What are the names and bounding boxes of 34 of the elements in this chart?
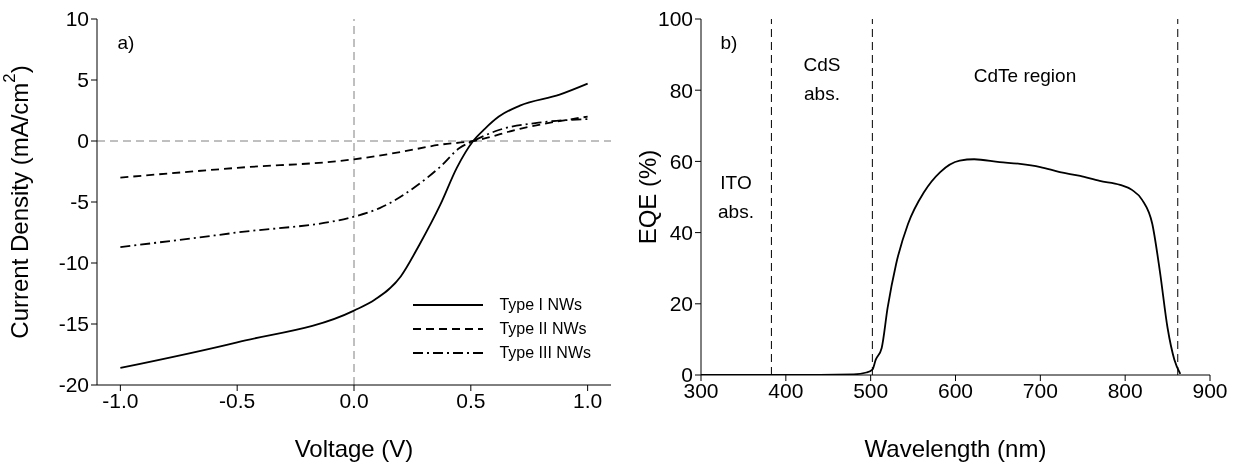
y-tick-label: -20 [58,373,89,397]
y-tick-label: 40 [669,221,693,245]
x-tick-label: 900 [1192,378,1228,402]
y-tick-label: 80 [669,78,693,102]
x-tick-label: 0.5 [456,388,486,412]
y-tick-label: 100 [657,7,693,31]
x-tick-label: -1.0 [102,388,139,412]
y-tick-label: 20 [669,292,693,316]
legend-label: Type II NWs [499,320,587,338]
annotation: ITO abs. [718,171,754,224]
x-tick-label: 500 [853,378,889,402]
x-tick-label: 800 [1107,378,1143,402]
y-tick-label: 5 [77,68,89,92]
legend-label: Type I NWs [499,296,583,314]
legend-label: Type III NWs [499,344,591,362]
annotation: CdTe region [973,63,1077,88]
y-tick-label: 0 [77,129,89,153]
annotation: CdS abs. [803,53,841,106]
x-tick-label: 400 [768,378,804,402]
y-tick-label: -5 [70,190,89,214]
x-tick-label: -0.5 [219,388,256,412]
y-tick-label: 10 [65,7,89,31]
x-tick-label: 1.0 [573,388,603,412]
x-axis-title: Wavelength (nm) [864,435,1047,462]
x-tick-label: 600 [937,378,974,402]
x-tick-label: 700 [1022,378,1058,402]
x-axis-title: Voltage (V) [294,435,414,462]
y-tick-label: 60 [669,149,693,173]
y-axis-title: EQE (%) [633,149,661,245]
y-tick-label: -10 [58,251,89,275]
annotation: a) [117,30,135,55]
y-tick-label: -15 [58,312,89,336]
x-tick-label: 0.0 [339,388,369,412]
annotation: b) [720,30,738,55]
